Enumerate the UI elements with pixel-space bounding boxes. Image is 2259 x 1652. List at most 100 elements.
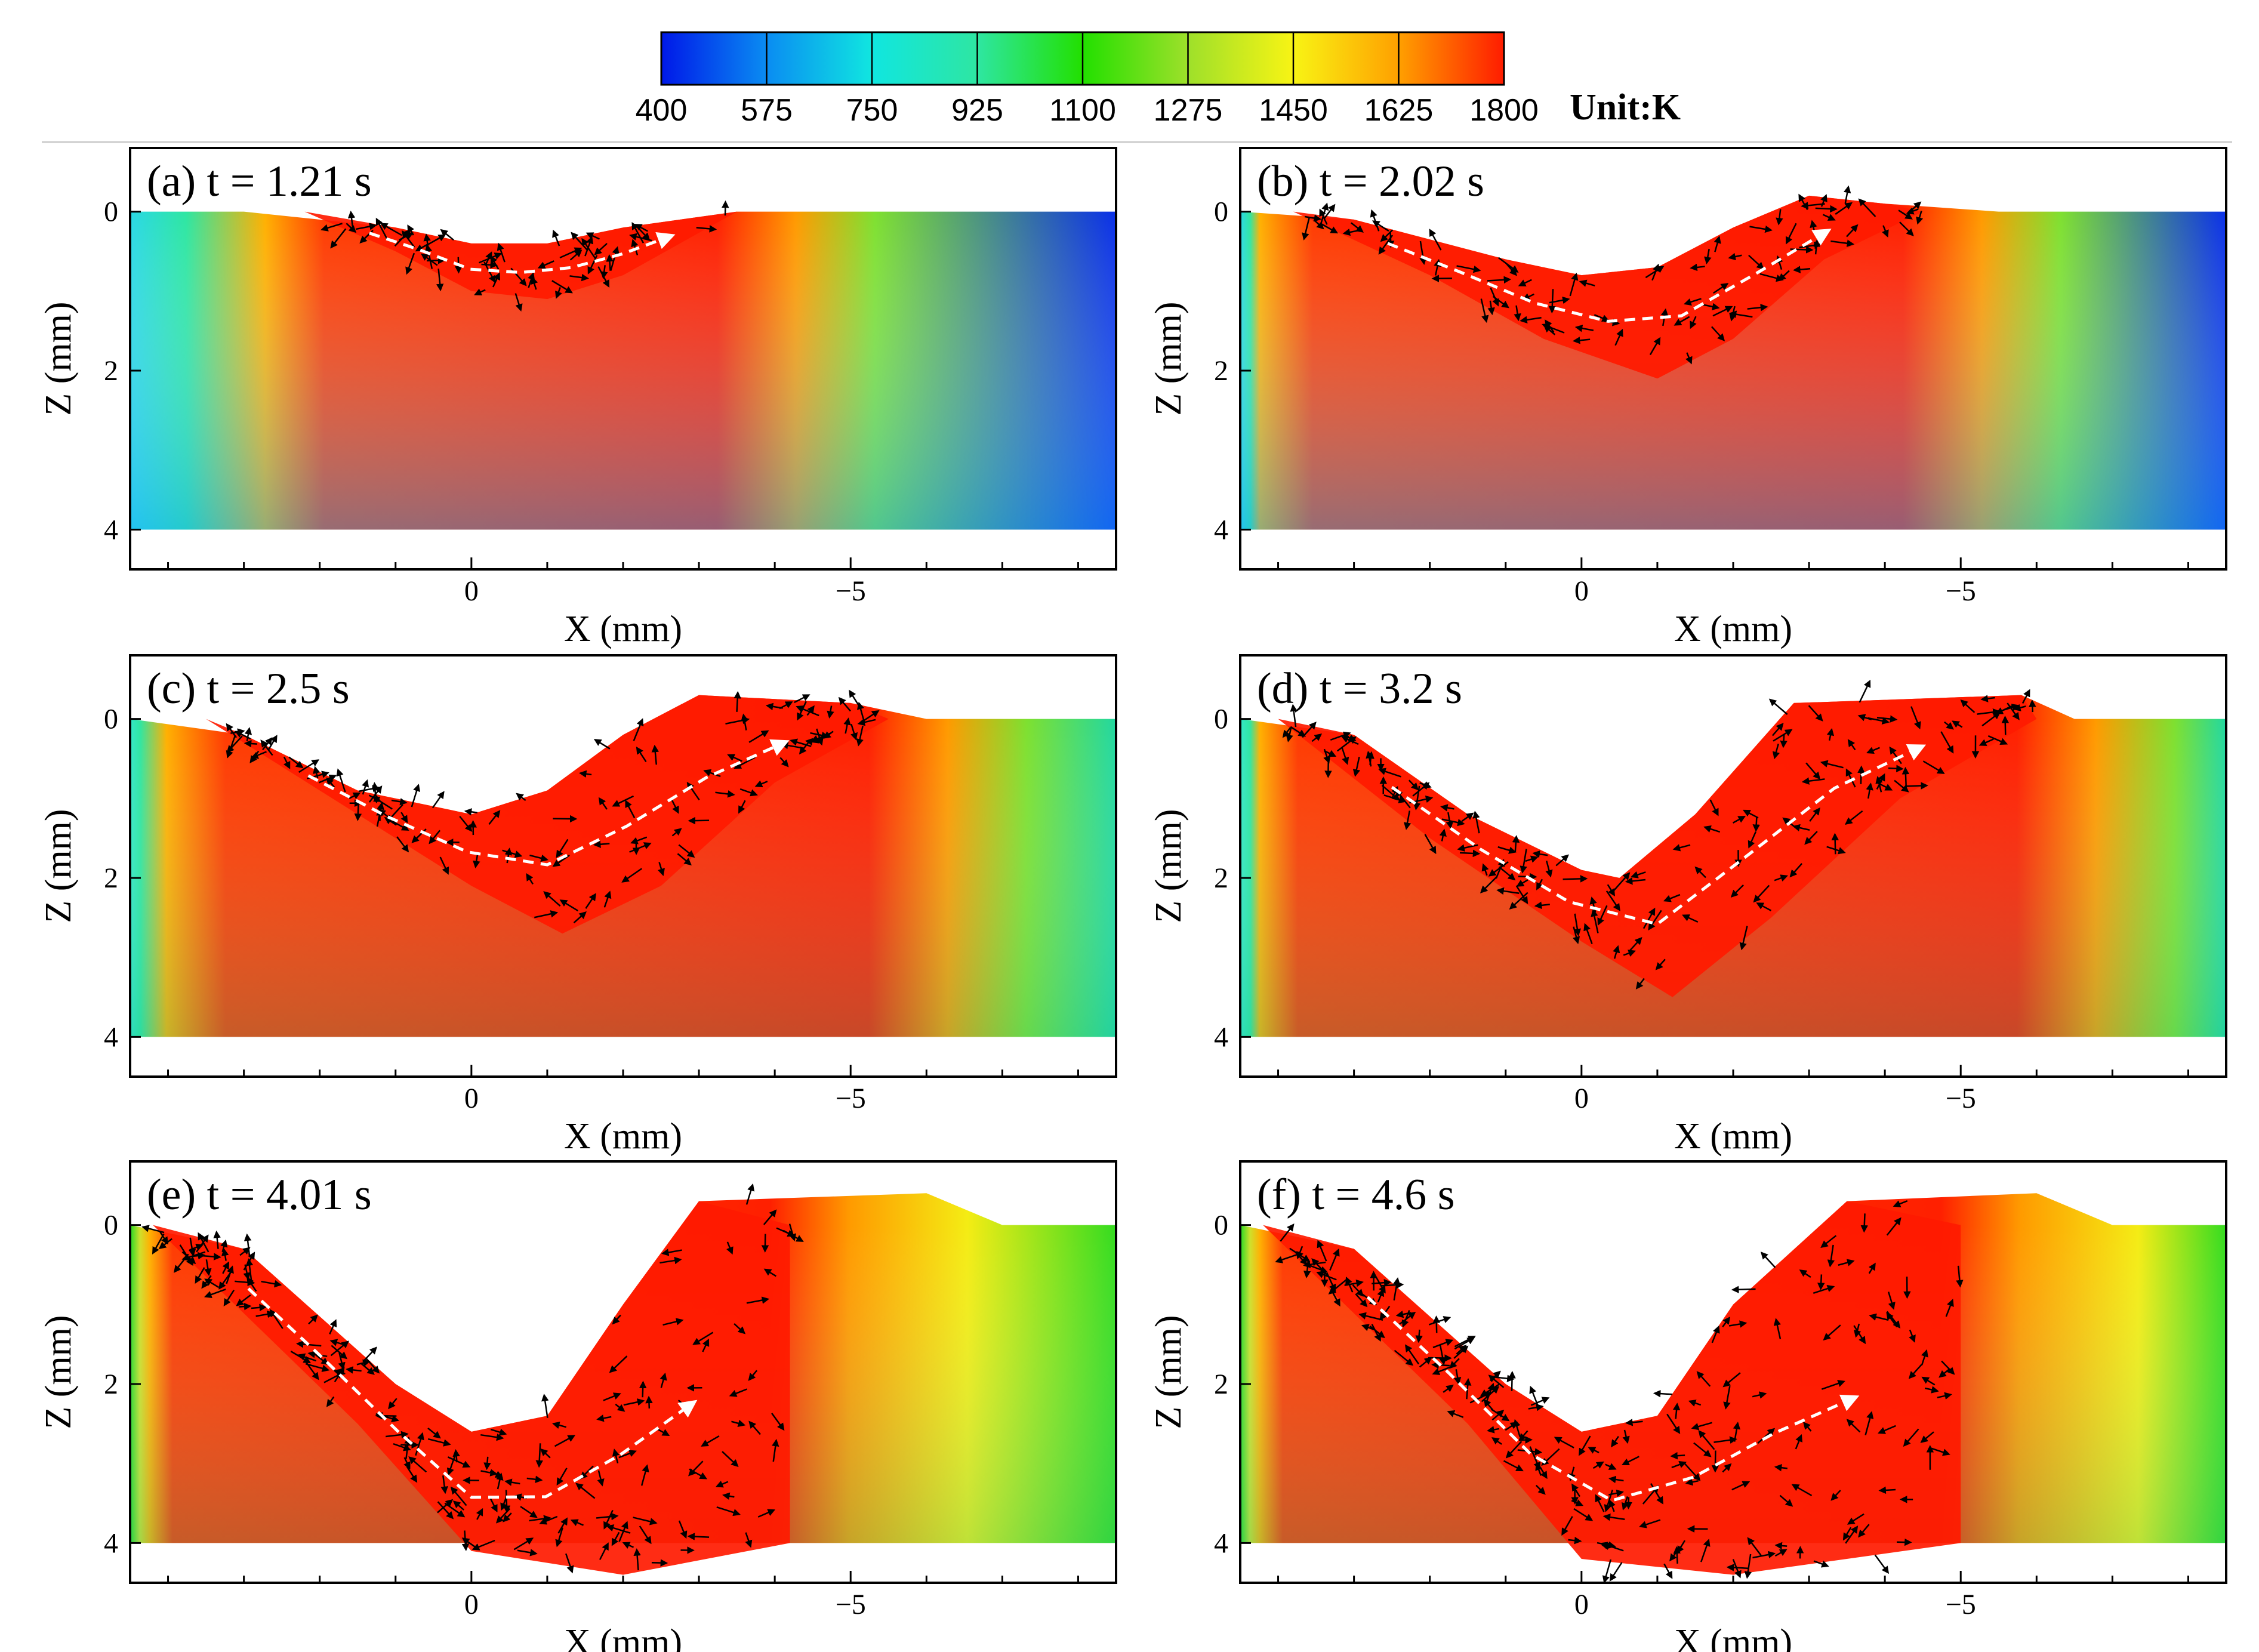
velocity-vector (488, 810, 501, 825)
velocity-vector (631, 221, 645, 244)
velocity-vector (516, 793, 526, 802)
velocity-vector (1893, 1200, 1908, 1207)
velocity-vector (806, 705, 815, 716)
velocity-vector (1760, 1252, 1776, 1268)
velocity-vector (192, 1252, 206, 1260)
velocity-vector (308, 1314, 318, 1325)
velocity-vector (1817, 1274, 1825, 1290)
velocity-vector (1792, 824, 1810, 832)
velocity-vector (1889, 746, 1902, 765)
velocity-vector (492, 272, 500, 288)
velocity-vector (765, 702, 783, 711)
velocity-vector (1532, 850, 1548, 858)
velocity-vectors (141, 1183, 804, 1574)
velocity-vector (688, 1460, 704, 1477)
velocity-vector (612, 1314, 621, 1325)
velocity-vector (1673, 1546, 1681, 1564)
velocity-vector (1774, 874, 1789, 882)
velocity-vector (1602, 1513, 1625, 1521)
velocity-vector (1429, 229, 1442, 251)
velocity-vector (1319, 208, 1328, 225)
velocity-vector (439, 856, 449, 875)
velocity-vector (2001, 716, 2010, 735)
velocity-vector (1858, 198, 1876, 217)
velocity-vector (570, 1519, 584, 1526)
velocity-vector (1780, 734, 1788, 748)
velocity-vector (1408, 779, 1419, 791)
velocity-vector (1446, 812, 1454, 830)
velocity-vector (1441, 818, 1465, 827)
velocity-vector (1290, 704, 1298, 728)
velocity-vector (585, 893, 597, 909)
velocity-vector (218, 1269, 233, 1290)
velocity-vector (1469, 1392, 1492, 1404)
velocity-vector (1732, 816, 1746, 824)
velocity-vector (1328, 1278, 1348, 1295)
velocity-vector (1739, 926, 1748, 951)
velocity-vector (1623, 950, 1636, 957)
velocity-vector (1370, 209, 1380, 232)
temperature-field-shading (130, 211, 1116, 530)
velocity-vector (408, 1456, 427, 1473)
velocity-vector (305, 1363, 330, 1372)
velocity-vector (610, 246, 620, 271)
velocity-vector (349, 792, 361, 800)
velocity-vector (1922, 760, 1945, 774)
velocity-vector (1732, 1559, 1742, 1579)
velocity-vector (396, 836, 409, 853)
velocity-vector (1803, 1422, 1812, 1432)
velocity-vector (1693, 1442, 1712, 1457)
velocity-vector (651, 744, 659, 765)
velocity-vector (1795, 1434, 1803, 1450)
velocity-vector (1457, 844, 1478, 852)
velocity-vector (659, 1256, 682, 1265)
melt-pool (1293, 195, 1923, 379)
velocity-vector (625, 800, 636, 818)
velocity-vector (1944, 721, 1954, 730)
velocity-vector (554, 1435, 576, 1447)
velocity-vector (526, 1475, 543, 1483)
x-tick-label: −5 (836, 1083, 866, 1114)
velocity-vector (1622, 1429, 1630, 1444)
velocity-vector (585, 232, 600, 240)
velocity-vector (320, 223, 343, 232)
velocity-vector (748, 730, 769, 743)
velocity-vector (1520, 849, 1527, 874)
velocity-vector (1530, 1397, 1550, 1406)
velocity-vector (440, 229, 454, 241)
velocity-vector (1867, 717, 1890, 725)
velocity-vector (850, 723, 858, 741)
velocity-vector (1591, 909, 1599, 933)
velocity-vector (1342, 228, 1363, 236)
velocity-vector (1491, 1437, 1502, 1445)
velocity-vector (1682, 914, 1699, 923)
velocity-vector (1941, 1360, 1955, 1375)
velocity-vector (1670, 1451, 1685, 1460)
velocity-vector (1774, 1542, 1788, 1550)
velocity-vector (1573, 913, 1582, 936)
velocity-vector (754, 780, 768, 788)
velocity-vector (2003, 704, 2020, 711)
velocity-vector (1789, 863, 1803, 878)
velocity-vector (1631, 871, 1646, 879)
velocity-vector (1543, 325, 1556, 335)
velocity-vector (1823, 1324, 1841, 1341)
velocity-vector (677, 853, 692, 866)
velocity-vector (535, 1443, 543, 1468)
velocity-vector (213, 1230, 221, 1249)
colorbar-tick-label: 575 (741, 93, 793, 128)
velocity-vector (496, 1472, 504, 1490)
velocity-vector (427, 1427, 441, 1439)
velocity-vector (722, 200, 729, 216)
velocity-vector (481, 261, 498, 269)
velocity-vector (230, 728, 245, 736)
velocity-vector (399, 232, 414, 241)
velocity-vector (662, 1318, 684, 1326)
velocity-vector (1579, 279, 1595, 287)
velocity-vector (336, 768, 346, 793)
velocity-vector (1548, 289, 1557, 314)
velocity-vector (540, 1448, 551, 1459)
velocity-vector (529, 854, 548, 862)
velocity-vector (1684, 1462, 1701, 1481)
velocity-vector (1910, 706, 1921, 730)
